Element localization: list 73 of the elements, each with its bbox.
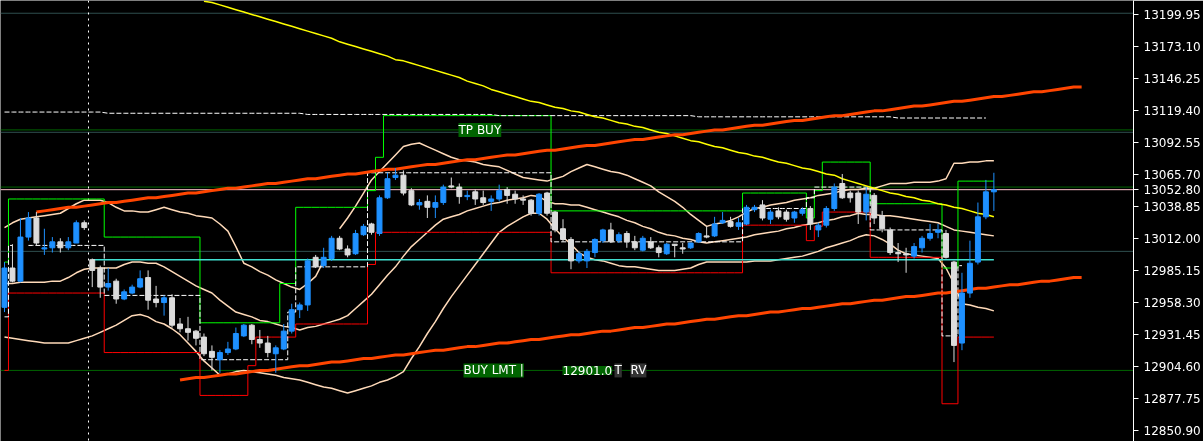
candlestick <box>943 229 949 259</box>
candlestick <box>384 172 391 200</box>
candlestick <box>759 199 766 221</box>
y-tick-label: 12931.45 <box>1143 327 1201 342</box>
candlestick <box>177 317 183 333</box>
candlestick <box>200 333 207 357</box>
candlestick <box>568 236 574 270</box>
candlestick <box>895 242 902 263</box>
y-tick-label: 13092.55 <box>1143 135 1201 150</box>
y-tick-label: 13173.10 <box>1143 39 1201 54</box>
y-tick-label: 12904.60 <box>1143 359 1201 374</box>
y-tick-label: 13119.40 <box>1143 103 1201 118</box>
annotation: BUY LMT | <box>463 363 524 378</box>
candlestick <box>288 303 295 335</box>
candlestick <box>161 294 168 317</box>
line-series <box>203 0 995 218</box>
candlestick <box>456 183 463 205</box>
candlestick <box>512 190 519 205</box>
candlestick <box>424 194 431 219</box>
candlestick <box>935 223 941 239</box>
y-tick-label: 12877.75 <box>1143 391 1201 406</box>
line-series <box>34 85 1084 214</box>
candlestick <box>879 210 886 233</box>
candlestick <box>216 349 223 374</box>
candlestick <box>153 285 160 308</box>
candlestick <box>145 269 152 311</box>
candlestick <box>272 344 279 374</box>
y-tick-label: 12985.15 <box>1143 263 1201 278</box>
annotation: 12901.0 <box>562 363 613 378</box>
candlestick <box>41 228 48 256</box>
candlestick <box>591 237 598 258</box>
ref-line-label: 13052.80 <box>1143 183 1201 198</box>
y-tick-label: 13146.25 <box>1143 71 1201 86</box>
candlestick <box>520 194 527 206</box>
candlestick <box>432 194 439 219</box>
line-series <box>178 276 1084 382</box>
candlestick <box>855 190 862 225</box>
annotation: TP BUY <box>457 122 502 137</box>
annotation: T <box>613 363 623 378</box>
candlestick <box>248 323 255 345</box>
candlestick <box>831 183 838 212</box>
y-tick-label: 12958.30 <box>1143 295 1201 310</box>
candlestick <box>89 258 96 288</box>
y-tick-label: 12850.90 <box>1143 423 1201 438</box>
candlestick <box>208 344 215 371</box>
candlestick <box>990 172 997 212</box>
y-tick-label: 13038.85 <box>1143 199 1201 214</box>
y-tick-label: 13012.00 <box>1143 231 1201 246</box>
candlestick <box>807 205 814 231</box>
candlestick <box>927 223 934 242</box>
candlestick <box>863 186 870 221</box>
candlestick <box>839 173 846 200</box>
candlestick <box>113 278 120 305</box>
candlestick <box>73 219 80 244</box>
candlestick <box>583 248 590 269</box>
candlestick <box>280 323 287 351</box>
candlestick <box>903 247 910 274</box>
candlestick <box>607 222 614 244</box>
candlestick <box>823 205 830 229</box>
candlestick <box>440 184 447 206</box>
candlestick <box>871 192 878 225</box>
candlestick <box>224 341 231 356</box>
candlestick <box>185 316 191 342</box>
annotation: RV <box>630 363 648 378</box>
candlestick <box>264 335 271 358</box>
candlestick <box>887 227 894 256</box>
y-tick-label: 13199.95 <box>1143 7 1201 22</box>
candlestick <box>105 267 112 292</box>
candlestick <box>97 265 104 299</box>
y-tick-label: 13065.70 <box>1143 167 1201 182</box>
candlestick <box>560 218 566 243</box>
candlestick <box>536 192 543 217</box>
candlestick <box>25 211 32 242</box>
